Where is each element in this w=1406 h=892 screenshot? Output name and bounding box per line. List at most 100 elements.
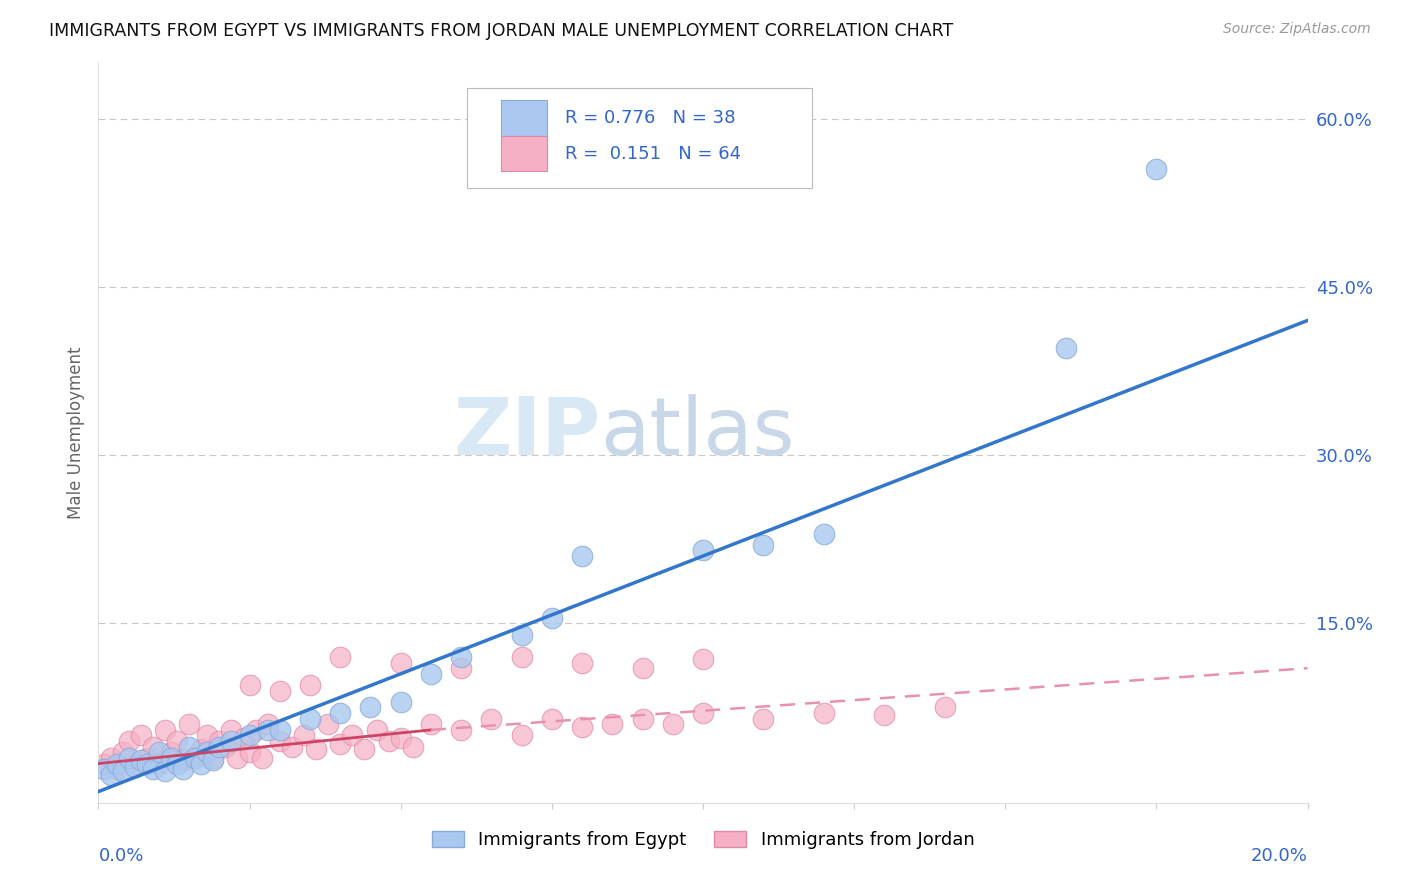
Point	[813, 706, 835, 720]
Point	[269, 683, 291, 698]
Point	[450, 723, 472, 737]
Point	[299, 712, 322, 726]
Text: R =  0.151   N = 64: R = 0.151 N = 64	[565, 145, 741, 162]
Point	[752, 538, 775, 552]
Point	[239, 678, 262, 692]
Point	[118, 751, 141, 765]
Point	[420, 666, 443, 681]
Point	[813, 526, 835, 541]
Y-axis label: Male Unemployment: Male Unemployment	[66, 346, 84, 519]
Point	[111, 764, 134, 779]
Point	[510, 729, 533, 743]
Point	[195, 745, 218, 759]
Point	[190, 742, 212, 756]
Point	[281, 739, 304, 754]
Point	[269, 723, 291, 737]
Point	[571, 719, 593, 733]
Point	[292, 729, 315, 743]
Point	[571, 549, 593, 563]
Point	[571, 656, 593, 670]
Point	[166, 734, 188, 748]
Point	[129, 753, 152, 767]
Point	[305, 742, 328, 756]
Point	[179, 739, 201, 754]
Point	[179, 717, 201, 731]
Point	[202, 753, 225, 767]
Point	[245, 723, 267, 737]
Point	[100, 768, 122, 782]
Point	[142, 739, 165, 754]
Point	[232, 731, 254, 745]
Text: R = 0.776   N = 38: R = 0.776 N = 38	[565, 109, 735, 127]
Point	[111, 745, 134, 759]
Legend: Immigrants from Egypt, Immigrants from Jordan: Immigrants from Egypt, Immigrants from J…	[425, 824, 981, 856]
Point	[366, 723, 388, 737]
Point	[250, 751, 273, 765]
Point	[540, 610, 562, 624]
Point	[160, 745, 183, 759]
Point	[1144, 161, 1167, 176]
Point	[166, 756, 188, 771]
Point	[389, 656, 412, 670]
Point	[353, 742, 375, 756]
Point	[402, 739, 425, 754]
Point	[752, 712, 775, 726]
FancyBboxPatch shape	[467, 88, 811, 188]
Point	[692, 543, 714, 558]
Point	[208, 739, 231, 754]
Point	[481, 712, 503, 726]
Point	[316, 717, 339, 731]
Point	[153, 723, 176, 737]
Point	[239, 745, 262, 759]
Text: 0.0%: 0.0%	[98, 847, 143, 865]
Point	[214, 739, 236, 754]
Point	[256, 723, 278, 737]
Point	[540, 712, 562, 726]
Point	[510, 627, 533, 641]
Point	[184, 748, 207, 763]
Point	[184, 751, 207, 765]
Text: 20.0%: 20.0%	[1251, 847, 1308, 865]
Point	[118, 734, 141, 748]
Point	[93, 756, 115, 771]
Point	[135, 751, 157, 765]
Point	[221, 734, 243, 748]
Point	[329, 650, 352, 665]
Point	[148, 745, 170, 759]
Point	[105, 762, 128, 776]
Point	[661, 717, 683, 731]
Text: IMMIGRANTS FROM EGYPT VS IMMIGRANTS FROM JORDAN MALE UNEMPLOYMENT CORRELATION CH: IMMIGRANTS FROM EGYPT VS IMMIGRANTS FROM…	[49, 22, 953, 40]
Point	[692, 706, 714, 720]
Point	[226, 751, 249, 765]
Point	[129, 729, 152, 743]
Point	[195, 729, 218, 743]
Point	[142, 762, 165, 776]
Point	[420, 717, 443, 731]
Point	[873, 708, 896, 723]
Point	[202, 751, 225, 765]
Point	[631, 712, 654, 726]
Point	[631, 661, 654, 675]
Point	[124, 756, 146, 771]
Point	[124, 760, 146, 774]
Point	[239, 729, 262, 743]
Point	[377, 734, 399, 748]
Point	[148, 756, 170, 771]
Point	[172, 753, 194, 767]
Point	[510, 650, 533, 665]
Point	[450, 661, 472, 675]
Point	[389, 695, 412, 709]
Point	[934, 700, 956, 714]
Point	[360, 700, 382, 714]
Point	[100, 751, 122, 765]
Point	[93, 762, 115, 776]
Point	[135, 756, 157, 771]
Point	[256, 717, 278, 731]
FancyBboxPatch shape	[501, 136, 547, 171]
Point	[450, 650, 472, 665]
Point	[602, 717, 624, 731]
FancyBboxPatch shape	[501, 100, 547, 136]
Text: atlas: atlas	[600, 393, 794, 472]
Point	[153, 764, 176, 779]
Point	[221, 723, 243, 737]
